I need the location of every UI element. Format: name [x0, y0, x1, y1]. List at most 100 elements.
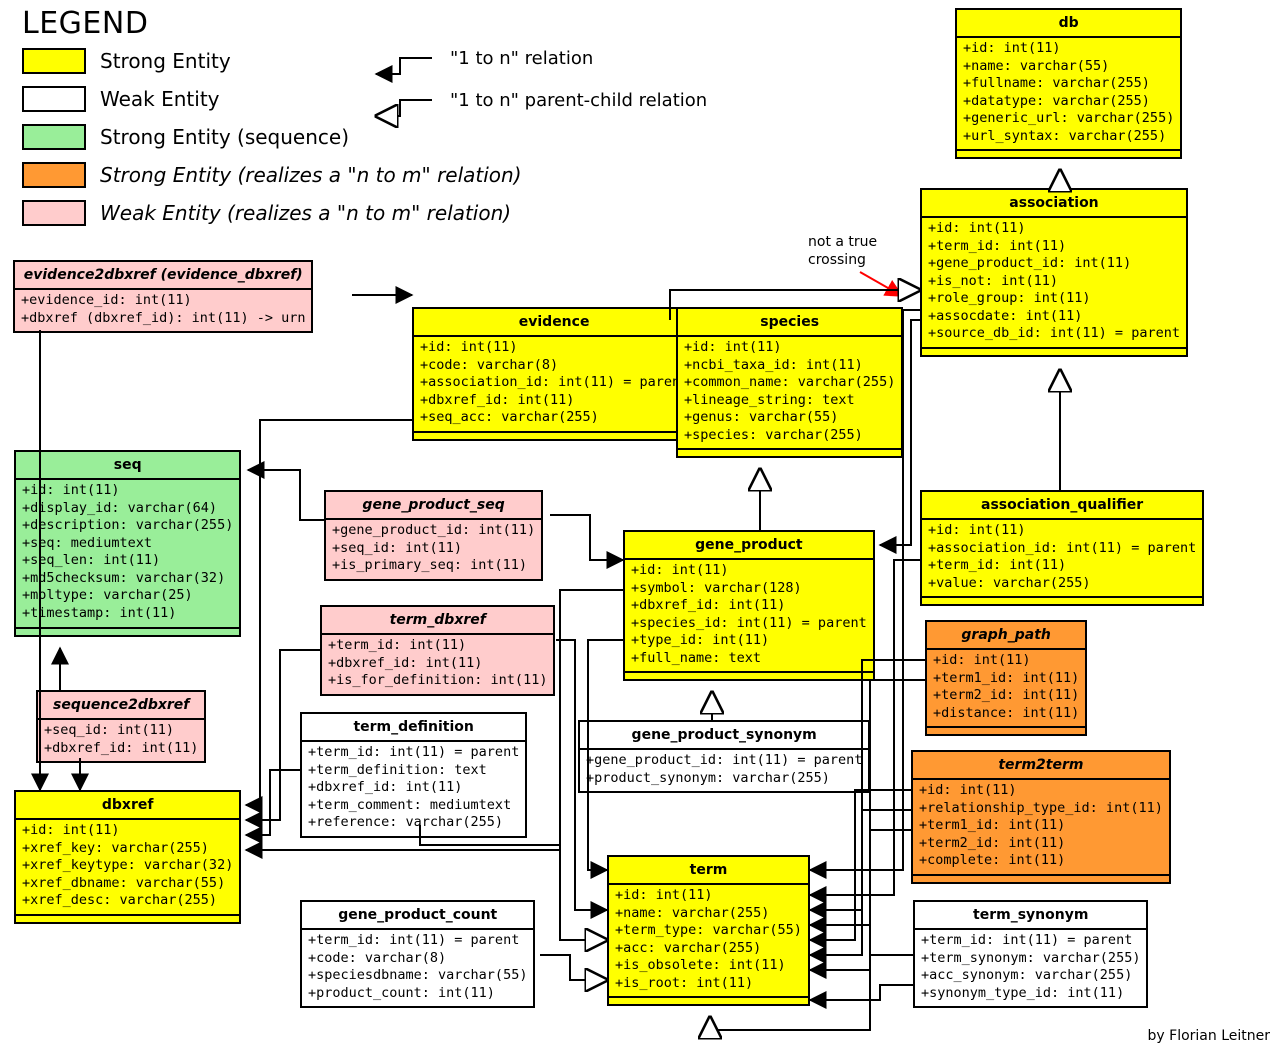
- entity-body-gene_product_synonym: +gene_product_id: int(11) = parent+produ…: [580, 750, 868, 791]
- entity-body-seq: +id: int(11)+display_id: varchar(64)+des…: [16, 480, 239, 626]
- entity-attr: +dbxref_id: int(11): [308, 779, 519, 797]
- legend-row-2: Strong Entity (sequence): [22, 124, 349, 150]
- entity-footer: [957, 149, 1180, 157]
- entity-attr: +term2_id: int(11): [933, 687, 1079, 705]
- entity-attr: +id: int(11): [684, 339, 895, 357]
- legend-row-0: Strong Entity: [22, 48, 231, 74]
- entity-attr: +is_obsolete: int(11): [615, 957, 802, 975]
- entity-attr: +term_id: int(11): [328, 637, 547, 655]
- entity-footer: [913, 874, 1169, 882]
- entity-attr: +distance: int(11): [933, 705, 1079, 723]
- entity-attr: +seq: mediumtext: [22, 535, 233, 553]
- entity-seq: seq+id: int(11)+display_id: varchar(64)+…: [14, 450, 241, 637]
- legend-swatch-weak: [22, 86, 86, 112]
- entity-title-term_dbxref: term_dbxref: [322, 607, 553, 635]
- legend-relation-parent: "1 to n" parent-child relation: [450, 90, 707, 111]
- entity-title-gene_product_synonym: gene_product_synonym: [580, 722, 868, 750]
- entity-species: species+id: int(11)+ncbi_taxa_id: int(11…: [676, 307, 903, 458]
- entity-attr: +term_id: int(11) = parent: [308, 744, 519, 762]
- entity-attr: +complete: int(11): [919, 852, 1163, 870]
- entity-attr: +seq_len: int(11): [22, 552, 233, 570]
- entity-gene_product_synonym: gene_product_synonym+gene_product_id: in…: [578, 720, 870, 793]
- entity-attr: +generic_url: varchar(255): [963, 110, 1174, 128]
- entity-gene_product_count: gene_product_count+term_id: int(11) = pa…: [300, 900, 535, 1008]
- entity-body-gene_product_count: +term_id: int(11) = parent+code: varchar…: [302, 930, 533, 1006]
- entity-body-term: +id: int(11)+name: varchar(255)+term_typ…: [609, 885, 808, 996]
- entity-footer: [678, 448, 901, 456]
- entity-body-association: +id: int(11)+term_id: int(11)+gene_produ…: [922, 218, 1186, 347]
- entity-attr: +moltype: varchar(25): [22, 587, 233, 605]
- entity-attr: +id: int(11): [22, 822, 233, 840]
- entity-attr: +dbxref_id: int(11): [44, 740, 198, 758]
- entity-attr: +term_synonym: varchar(255): [921, 950, 1140, 968]
- entity-attr: +gene_product_id: int(11): [928, 255, 1180, 273]
- entity-attr: +gene_product_id: int(11): [332, 522, 535, 540]
- entity-attr: +symbol: varchar(128): [631, 580, 867, 598]
- entity-attr: +product_synonym: varchar(255): [586, 770, 862, 788]
- entity-attr: +speciesdbname: varchar(55): [308, 967, 527, 985]
- entity-attr: +term2_id: int(11): [919, 835, 1163, 853]
- legend-row-4: Weak Entity (realizes a "n to m" relatio…: [22, 200, 511, 226]
- entity-attr: +dbxref_id: int(11): [420, 392, 688, 410]
- entity-title-db: db: [957, 10, 1180, 38]
- entity-footer: [927, 726, 1085, 734]
- entity-attr: +lineage_string: text: [684, 392, 895, 410]
- entity-attr: +acc_synonym: varchar(255): [921, 967, 1140, 985]
- entity-attr: +id: int(11): [631, 562, 867, 580]
- entity-attr: +type_id: int(11): [631, 632, 867, 650]
- legend-swatch-strong-nm: [22, 162, 86, 188]
- legend-row-3: Strong Entity (realizes a "n to m" relat…: [22, 162, 522, 188]
- entity-evidence2dbxref: evidence2dbxref (evidence_dbxref)+eviden…: [13, 260, 313, 333]
- entity-attr: +xref_dbname: varchar(55): [22, 875, 233, 893]
- entity-attr: +seq_id: int(11): [332, 540, 535, 558]
- entity-title-graph_path: graph_path: [927, 622, 1085, 650]
- entity-footer: [625, 671, 873, 679]
- entity-attr: +genus: varchar(55): [684, 409, 895, 427]
- entity-footer: [922, 596, 1202, 604]
- entity-attr: +id: int(11): [919, 782, 1163, 800]
- entity-gene_product_seq: gene_product_seq+gene_product_id: int(11…: [324, 490, 543, 581]
- entity-attr: +association_id: int(11) = parent: [420, 374, 688, 392]
- entity-body-gene_product: +id: int(11)+symbol: varchar(128)+dbxref…: [625, 560, 873, 671]
- entity-body-gene_product_seq: +gene_product_id: int(11)+seq_id: int(11…: [326, 520, 541, 579]
- entity-attr: +name: varchar(55): [963, 58, 1174, 76]
- entity-title-species: species: [678, 309, 901, 337]
- entity-attr: +term_definition: text: [308, 762, 519, 780]
- entity-term_synonym: term_synonym +term_id: int(11) = parent+t…: [913, 900, 1148, 1008]
- entity-attr: +source_db_id: int(11) = parent: [928, 325, 1180, 343]
- entity-attr: +id: int(11): [928, 522, 1196, 540]
- entity-attr: +datatype: varchar(255): [963, 93, 1174, 111]
- entity-title-gene_product_count: gene_product_count: [302, 902, 533, 930]
- entity-attr: +gene_product_id: int(11) = parent: [586, 752, 862, 770]
- entity-attr: +fullname: varchar(255): [963, 75, 1174, 93]
- entity-attr: +role_group: int(11): [928, 290, 1180, 308]
- entity-footer: [922, 347, 1186, 355]
- entity-attr: +reference: varchar(255): [308, 814, 519, 832]
- entity-attr: +common_name: varchar(255): [684, 374, 895, 392]
- entity-title-evidence: evidence: [414, 309, 694, 337]
- entity-title-term_synonym: term_synonym: [915, 902, 1146, 930]
- entity-body-association_qualifier: +id: int(11)+association_id: int(11) = p…: [922, 520, 1202, 596]
- entity-footer: [16, 627, 239, 635]
- entity-attr: +id: int(11): [928, 220, 1180, 238]
- entity-attr: +seq_acc: varchar(255): [420, 409, 688, 427]
- entity-attr: +term_id: int(11) = parent: [921, 932, 1140, 950]
- entity-attr: +term_id: int(11) = parent: [308, 932, 527, 950]
- entity-attr: +is_primary_seq: int(11): [332, 557, 535, 575]
- entity-term_definition: term_definition+term_id: int(11) = paren…: [300, 712, 527, 838]
- entity-attr: +dbxref_id: int(11): [328, 655, 547, 673]
- entity-graph_path: graph_path+id: int(11)+term1_id: int(11)…: [925, 620, 1087, 736]
- entity-attr: +full_name: text: [631, 650, 867, 668]
- legend-label-weak-nm: Weak Entity (realizes a "n to m" relatio…: [100, 201, 511, 225]
- entity-attr: +is_not: int(11): [928, 273, 1180, 291]
- legend-label-strong-nm: Strong Entity (realizes a "n to m" relat…: [100, 163, 522, 187]
- entity-sequence2dbxref: sequence2dbxref+seq_id: int(11)+dbxref_i…: [36, 690, 206, 763]
- entity-footer: [16, 914, 239, 922]
- note-line-2: crossing: [808, 252, 866, 268]
- entity-attr: +term_type: varchar(55): [615, 922, 802, 940]
- entity-attr: +assocdate: int(11): [928, 308, 1180, 326]
- entity-body-sequence2dbxref: +seq_id: int(11)+dbxref_id: int(11): [38, 720, 204, 761]
- entity-association: association+id: int(11)+term_id: int(11)…: [920, 188, 1188, 357]
- entity-attr: +dbxref (dbxref_id): int(11) -> urn: [21, 310, 305, 328]
- entity-attr: +relationship_type_id: int(11): [919, 800, 1163, 818]
